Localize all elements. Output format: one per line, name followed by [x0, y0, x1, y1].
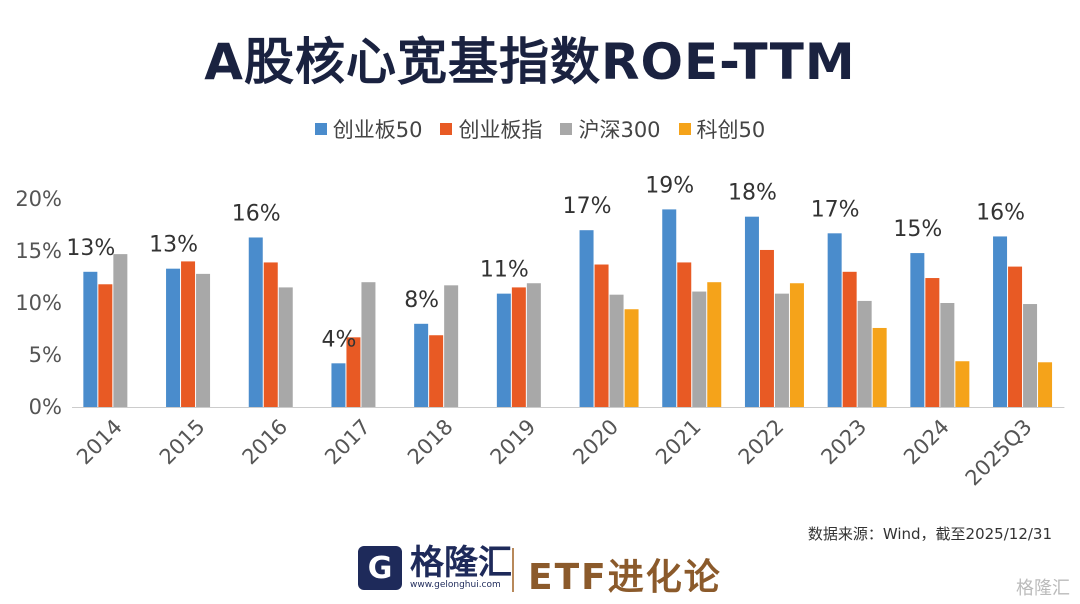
brand-divider [512, 548, 514, 592]
data-label: 15% [893, 217, 942, 242]
bar [955, 361, 970, 407]
bar [263, 262, 278, 407]
bar [331, 363, 346, 407]
y-tick-label: 10% [15, 291, 62, 315]
bar [511, 287, 526, 407]
bar [774, 293, 789, 407]
footer: G 格隆汇 www.gelonghui.com ETF进化论 格隆汇 [0, 540, 1080, 600]
bar [496, 293, 511, 407]
bar [677, 262, 692, 407]
bar [759, 249, 774, 407]
data-label: 11% [480, 258, 529, 283]
bar [414, 323, 429, 407]
x-tick-label: 2024 [899, 415, 954, 470]
logo-mark-icon: G [358, 546, 402, 590]
x-tick-label: 2016 [238, 415, 293, 470]
bar [692, 291, 707, 407]
x-tick-label: 2020 [568, 415, 623, 470]
data-label: 18% [728, 181, 777, 206]
x-tick-label: 2025Q3 [961, 415, 1037, 491]
bar [196, 273, 211, 407]
bar [83, 271, 98, 407]
legend-item: 创业板指 [440, 114, 542, 144]
bar [609, 294, 624, 407]
bar [113, 254, 128, 407]
data-label: 17% [563, 194, 612, 219]
x-tick-label: 2017 [320, 415, 375, 470]
x-tick-label: 2018 [403, 415, 458, 470]
data-label: 16% [232, 201, 281, 226]
brand-name: 格隆汇 [410, 543, 512, 583]
data-label: 17% [811, 197, 860, 222]
legend-label: 创业板50 [332, 118, 423, 142]
y-tick-label: 20% [15, 187, 62, 211]
legend-item: 沪深300 [560, 114, 661, 144]
data-label: 4% [321, 327, 356, 352]
bar [444, 285, 459, 407]
bar [827, 233, 842, 407]
x-tick-label: 2023 [816, 415, 871, 470]
brand-url: www.gelonghui.com [410, 580, 501, 590]
bar [910, 253, 925, 407]
bar [857, 300, 872, 407]
legend-swatch [560, 123, 573, 135]
chart-title: A股核心宽基指数ROE-TTM [204, 33, 856, 91]
bar [1008, 266, 1023, 407]
bar [872, 327, 887, 407]
bar [181, 261, 196, 407]
bar [248, 237, 263, 407]
bar [166, 268, 181, 407]
y-tick-label: 0% [29, 395, 62, 419]
legend-item: 创业板50 [314, 114, 423, 144]
bar [842, 271, 857, 407]
bar [594, 264, 609, 407]
bar [624, 309, 639, 407]
bar [346, 337, 361, 407]
x-tick-label: 2014 [72, 415, 127, 470]
data-label: 13% [66, 236, 115, 261]
bar-chart: 0% 5% 10% 15% 20% 13% 2014 13% 2015 16% 2016 4% 2017… [15, 173, 1065, 491]
bar [278, 287, 293, 407]
bar [429, 335, 444, 407]
watermark: 格隆汇 [1016, 578, 1070, 599]
x-tick-label: 2021 [651, 415, 706, 470]
x-tick-label: 2019 [486, 415, 541, 470]
bar [98, 284, 113, 407]
chart-legend: 创业板50 创业板指 沪深300 科创50 [0, 114, 1080, 144]
legend-label: 创业板指 [458, 118, 543, 142]
legend-swatch [314, 123, 327, 135]
brand-logo: G 格隆汇 www.gelonghui.com [358, 546, 512, 590]
bar [526, 283, 541, 407]
legend-label: 沪深300 [578, 118, 661, 142]
legend-swatch [678, 123, 691, 135]
bar [1038, 362, 1053, 407]
bar [744, 216, 759, 407]
bar [361, 282, 376, 407]
bar [940, 303, 955, 407]
brand-tagline: ETF进化论 [528, 557, 722, 598]
data-label: 8% [404, 288, 439, 313]
data-label: 16% [976, 200, 1025, 225]
bar [1023, 304, 1038, 407]
bar [662, 209, 677, 407]
bar [993, 236, 1008, 407]
bar [579, 230, 594, 407]
legend-label: 科创50 [696, 118, 766, 142]
bar [925, 278, 940, 407]
legend-swatch [440, 123, 453, 135]
data-label: 19% [645, 173, 694, 198]
source-note: 数据来源：Wind，截至2025/12/31 [807, 525, 1052, 543]
y-tick-label: 15% [15, 239, 62, 263]
bar [789, 283, 804, 407]
x-tick-label: 2015 [155, 415, 210, 470]
x-tick-label: 2022 [734, 415, 789, 470]
legend-item: 科创50 [678, 114, 766, 144]
y-tick-label: 5% [29, 343, 62, 367]
data-label: 13% [149, 233, 198, 258]
bar [707, 282, 722, 407]
